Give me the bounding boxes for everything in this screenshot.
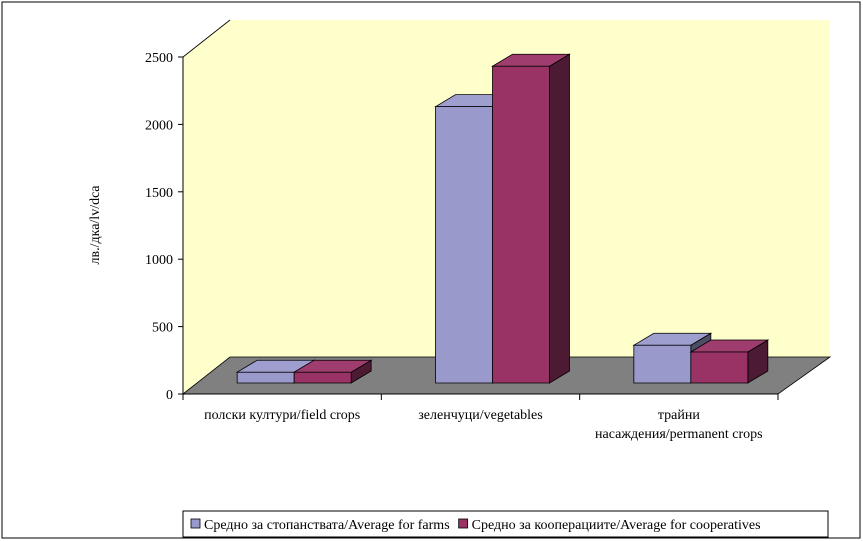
bar-front — [633, 344, 692, 384]
legend-label: Средно за кооперациите/Average for coope… — [472, 518, 761, 533]
bar-front — [492, 65, 550, 384]
legend-swatch — [190, 518, 201, 529]
y-tick-label: 0 — [166, 388, 173, 403]
x-tick-label: полски култури/field crops — [204, 408, 361, 423]
legend-label: Средно за стопанствата/Average for farms — [204, 518, 450, 533]
legend-swatch — [458, 518, 469, 529]
y-tick-label: 1000 — [145, 253, 173, 268]
x-tick-label: трайни насаждения/permanent crops — [595, 408, 763, 442]
y-tick-label: 2000 — [145, 118, 173, 133]
bar-front — [435, 106, 493, 384]
bar-front — [293, 371, 352, 384]
bar — [292, 359, 373, 384]
legend-box — [182, 510, 829, 538]
y-tick-label: 1500 — [145, 186, 173, 201]
wall-edge — [182, 19, 231, 58]
x-tick-label: зеленчуци/vegetables — [418, 408, 543, 423]
bar — [689, 339, 770, 384]
bar-side — [549, 53, 570, 384]
y-axis-label: лв./дка/lv/dca — [88, 185, 103, 265]
y-tick-label: 2500 — [145, 51, 173, 66]
bar-front — [236, 371, 295, 384]
bar — [491, 53, 571, 384]
bar-front — [690, 351, 749, 384]
y-tick-label: 500 — [152, 321, 173, 336]
